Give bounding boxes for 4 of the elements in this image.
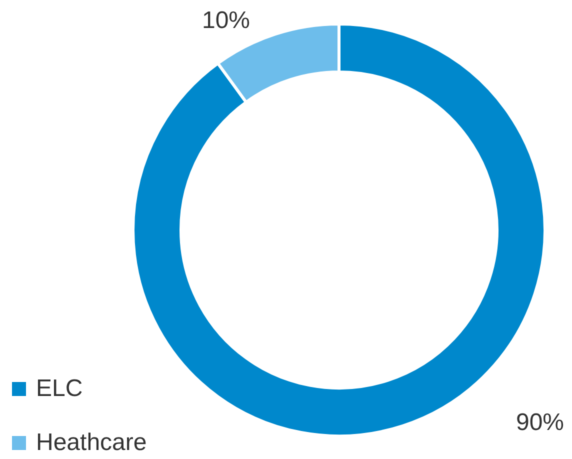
legend-label: Heathcare bbox=[36, 429, 147, 456]
data-label: 10% bbox=[202, 7, 250, 34]
data-label: 90% bbox=[516, 409, 564, 436]
legend-label: ELC bbox=[36, 375, 83, 402]
